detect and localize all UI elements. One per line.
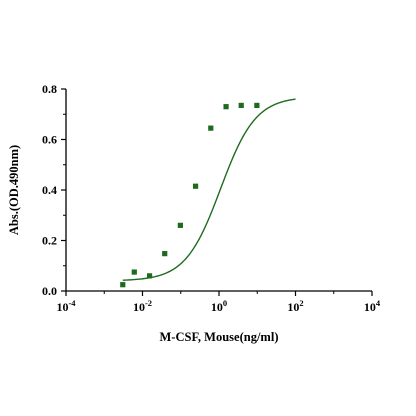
data-points bbox=[120, 102, 260, 288]
y-tick-label: 0.4 bbox=[42, 183, 57, 197]
x-tick-label: 104 bbox=[364, 298, 381, 314]
y-tick-label: 0.0 bbox=[42, 284, 57, 298]
data-point bbox=[238, 102, 244, 109]
y-tick-label: 0.6 bbox=[42, 133, 57, 147]
data-point bbox=[120, 282, 126, 288]
x-tick-label: 10-2 bbox=[133, 298, 152, 314]
x-axis-title: M-CSF, Mouse(ng/ml) bbox=[160, 330, 279, 344]
x-tick-label: 10-4 bbox=[56, 298, 76, 314]
x-tick-label: 100 bbox=[211, 298, 227, 314]
y-tick-label: 0.2 bbox=[42, 234, 57, 248]
y-axis-title: Abs.(OD.490nm) bbox=[7, 145, 21, 235]
data-point bbox=[131, 269, 137, 275]
data-point bbox=[254, 102, 260, 109]
data-point bbox=[208, 125, 214, 131]
data-point bbox=[162, 251, 168, 257]
axes: 0.0 0.2 0.4 0.6 0.8 10-4 10-2 100 102 104 bbox=[42, 82, 381, 314]
data-point bbox=[192, 183, 199, 189]
x-tick-label: 102 bbox=[287, 298, 303, 314]
data-point bbox=[223, 104, 229, 110]
data-point bbox=[146, 273, 153, 279]
data-point bbox=[177, 222, 183, 228]
y-tick-label: 0.8 bbox=[42, 82, 57, 96]
